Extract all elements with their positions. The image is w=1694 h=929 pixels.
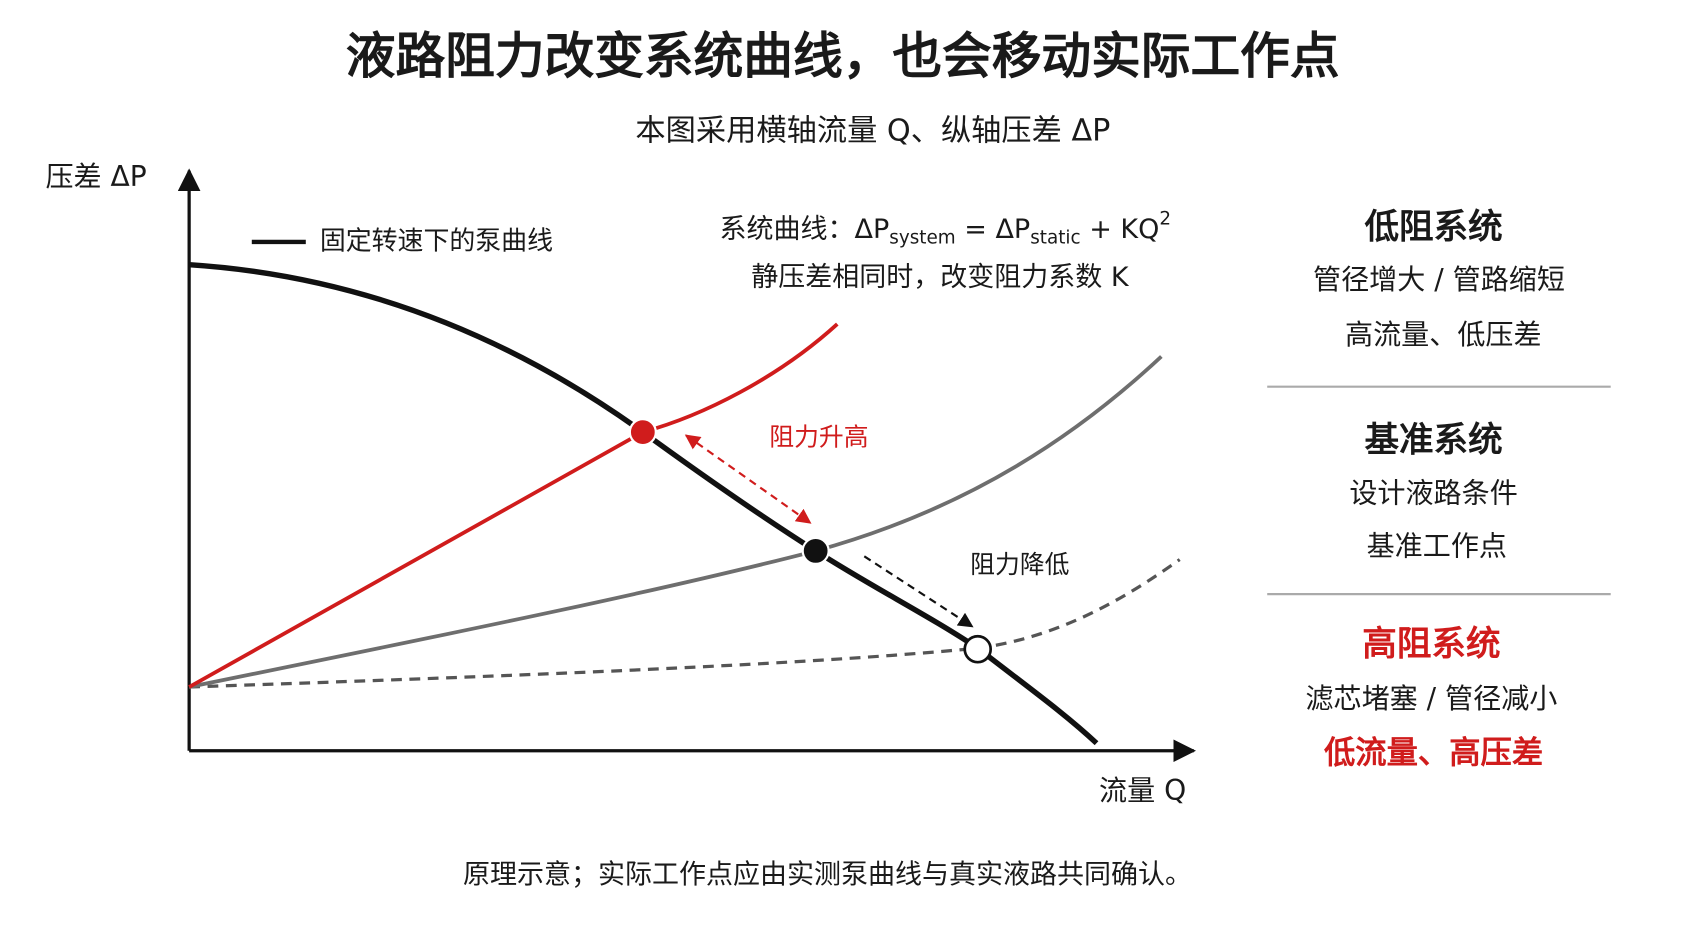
formula-part: 系统曲线：ΔP — [720, 214, 890, 245]
formula-part: + KQ — [1081, 214, 1160, 245]
section-line: 高流量、低压差 — [1345, 318, 1542, 351]
annotation: 阻力降低 — [970, 550, 1069, 579]
section-line: 滤芯堵塞 / 管径减小 — [1305, 682, 1557, 715]
arrow-lower — [863, 555, 974, 628]
section-title: 基准系统 — [1364, 420, 1502, 460]
formula-part: = ΔP — [956, 214, 1031, 245]
section-line: 设计液路条件 — [1349, 477, 1517, 510]
low-resistance-curve — [189, 558, 1181, 689]
annotation: 阻力升高 — [769, 423, 868, 452]
base-system-curve — [188, 355, 1163, 689]
point-base — [801, 536, 830, 565]
point-low — [963, 634, 993, 664]
section-line: 低流量、高压差 — [1324, 735, 1543, 771]
title: 液路阻力改变系统曲线，也会移动实际工作点 — [346, 27, 1340, 85]
high-resistance-curve — [188, 322, 839, 689]
y-axis-label: 压差 ΔP — [45, 160, 146, 193]
legend-text: 固定转速下的泵曲线 — [320, 226, 553, 256]
section-title: 低阻系统 — [1364, 208, 1502, 248]
pump-curve — [188, 261, 1099, 746]
section-line: 基准工作点 — [1367, 530, 1507, 563]
formula: 系统曲线：ΔPsystem = ΔPstatic + KQ2 — [720, 208, 1172, 248]
footer-note: 原理示意；实际工作点应由实测泵曲线与真实液路共同确认。 — [463, 860, 1192, 891]
point-high — [628, 418, 657, 447]
section-line: 管径增大 / 管路缩短 — [1313, 263, 1565, 296]
section-title: 高阻系统 — [1362, 624, 1500, 664]
formula-sup: 2 — [1159, 208, 1171, 229]
x-axis-label: 流量 Q — [1099, 774, 1186, 807]
formula-sub: system — [889, 228, 955, 249]
formula-sub: static — [1030, 228, 1080, 249]
formula-note: 静压差相同时，改变阻力系数 K — [751, 262, 1130, 293]
subtitle: 本图采用横轴流量 Q、纵轴压差 ΔP — [635, 113, 1110, 148]
